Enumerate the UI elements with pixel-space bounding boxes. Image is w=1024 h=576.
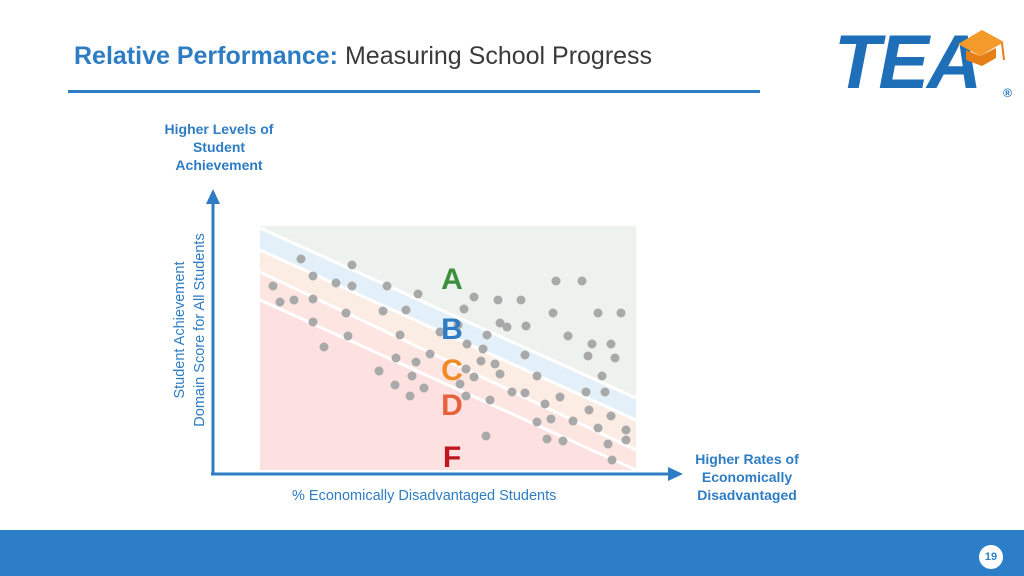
band-c	[260, 250, 636, 450]
tea-logo: TEA ®	[834, 24, 1014, 102]
y-axis-arrowhead	[206, 189, 220, 204]
grade-d-label: D	[441, 389, 463, 422]
grade-a-label: A	[441, 263, 463, 296]
registered-mark: ®	[1003, 86, 1012, 100]
axes	[206, 189, 683, 481]
page-title: Relative Performance: Measuring School P…	[74, 42, 652, 71]
graduation-cap-icon	[958, 30, 1005, 66]
performance-diagram: A B C D F	[206, 189, 683, 481]
x-axis-right-label: Higher Rates of Economically Disadvantag…	[695, 451, 799, 503]
title-bold-part: Relative Performance:	[74, 42, 339, 70]
band-d	[260, 272, 636, 470]
band-b	[260, 228, 636, 420]
title-underline	[68, 90, 760, 93]
grade-f-label: F	[443, 441, 461, 474]
page-number: 19	[979, 545, 1003, 569]
y-axis-top-label: Higher Levels of Student Achievement	[164, 121, 274, 173]
grade-b-label: B	[441, 313, 463, 346]
title-light-part: Measuring School Progress	[344, 42, 653, 70]
footer-bar	[0, 530, 1024, 576]
data-points	[268, 254, 631, 465]
grade-c-label: C	[441, 354, 463, 387]
grade-labels: A B C D F	[441, 263, 463, 474]
x-axis-arrowhead	[668, 467, 683, 481]
x-axis-label: % Economically Disadvantaged Students	[292, 488, 557, 504]
logo-text: TEA	[834, 20, 982, 105]
